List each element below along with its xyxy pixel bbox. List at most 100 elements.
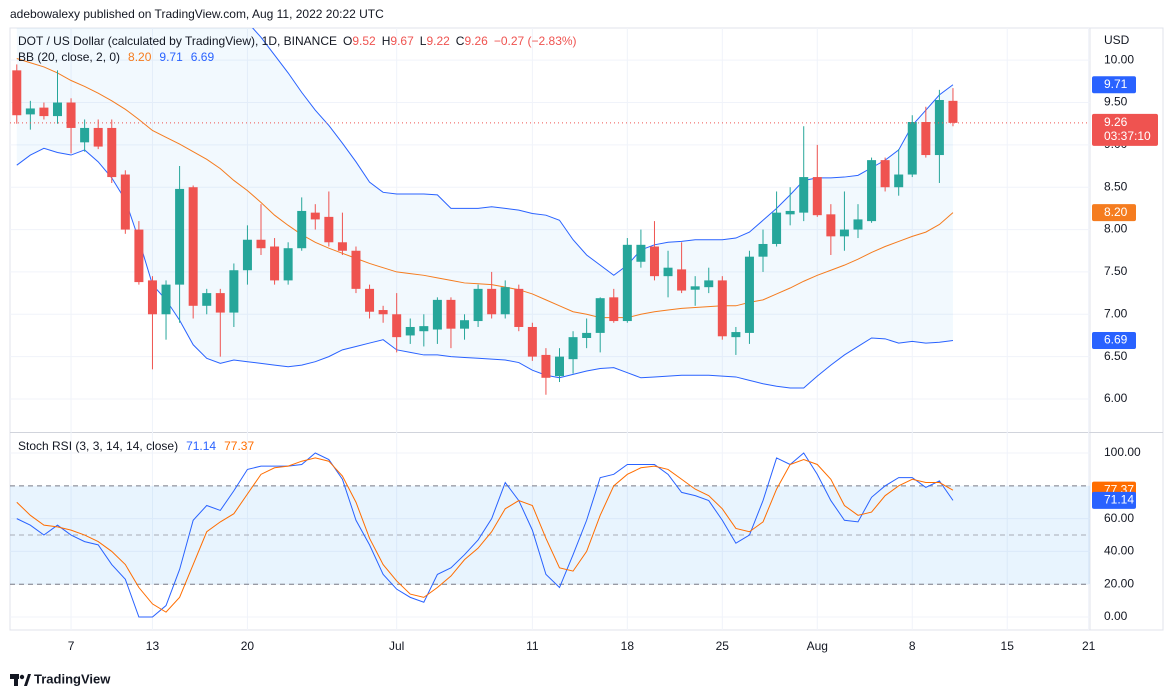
bb-line xyxy=(252,28,954,276)
candle-body xyxy=(663,267,673,277)
value-box xyxy=(1092,491,1136,509)
candle-body xyxy=(690,286,700,290)
candle-body xyxy=(378,310,388,315)
frame xyxy=(9,27,1164,631)
stoch-line xyxy=(16,452,954,618)
candle-body xyxy=(826,214,836,237)
candle-body xyxy=(446,299,456,329)
candle-body xyxy=(297,210,307,249)
x-tick-label: 11 xyxy=(526,639,539,653)
candle-body xyxy=(853,219,863,230)
candle-body xyxy=(432,299,442,330)
candle-body xyxy=(677,269,687,291)
candle-body xyxy=(934,99,944,156)
y-tick-label: 7.50 xyxy=(1104,264,1128,278)
footer-logo: TradingView xyxy=(10,671,111,686)
y-tick-label: 40.00 xyxy=(1104,544,1134,558)
footer-brand: TradingView xyxy=(34,671,111,686)
candle-body xyxy=(66,102,76,128)
y-tick-label: 100.00 xyxy=(1104,445,1141,459)
candle-body xyxy=(392,314,402,338)
y-tick-label: 0.00 xyxy=(1104,609,1128,623)
candle-body xyxy=(717,280,727,337)
candle-body xyxy=(704,280,714,288)
value-box-label: 9.71 xyxy=(1104,77,1128,91)
countdown-label: 03:37:10 xyxy=(1104,129,1151,143)
candle-body xyxy=(419,326,429,332)
candle-body xyxy=(134,229,144,283)
x-tick-label: 21 xyxy=(1082,639,1096,653)
value-box xyxy=(1092,76,1136,94)
legend-line: Stoch RSI (3, 3, 14, 14, close) 71.14 77.3… xyxy=(18,439,254,453)
candle-body xyxy=(867,160,877,222)
x-tick-label: 25 xyxy=(716,639,730,653)
candle-body xyxy=(582,332,592,338)
legend-value: 9.71 xyxy=(159,50,183,64)
value-box xyxy=(1092,204,1136,222)
candle-body xyxy=(25,108,35,115)
candle-body xyxy=(595,298,605,333)
value-box-label: 6.69 xyxy=(1104,333,1128,347)
y-tick-label: 20.00 xyxy=(1104,576,1134,590)
legend-value: 77.37 xyxy=(224,439,254,453)
legend-line: DOT / US Dollar (calculated by TradingVi… xyxy=(18,34,577,48)
legend-value: 8.20 xyxy=(128,50,152,64)
candle-body xyxy=(527,326,537,357)
y-tick-label: 6.00 xyxy=(1104,391,1128,405)
logo-mark xyxy=(14,674,18,686)
y-tick-label: 7.00 xyxy=(1104,306,1128,320)
ohlc-value: 9.67 xyxy=(390,34,414,48)
x-tick-label: 7 xyxy=(68,639,75,653)
value-box xyxy=(1092,332,1136,350)
legend: DOT / US Dollar (calculated by TradingVi… xyxy=(18,34,577,453)
candle-body xyxy=(500,287,510,315)
candle-body xyxy=(256,239,266,249)
candle-body xyxy=(337,242,347,251)
candle-body xyxy=(80,127,90,143)
candle-body xyxy=(107,127,117,178)
value-box-label: 8.20 xyxy=(1104,205,1128,219)
x-tick-label: Jul xyxy=(389,639,404,653)
value-box xyxy=(1092,113,1158,146)
candle-body xyxy=(161,284,171,315)
x-tick-label: 13 xyxy=(146,639,160,653)
candle-body xyxy=(921,122,931,156)
candle-body xyxy=(785,210,795,215)
candle-body xyxy=(52,102,62,117)
candle-body xyxy=(310,212,320,220)
legend-value: 71.14 xyxy=(186,439,216,453)
x-tick-label: 20 xyxy=(241,639,255,653)
candle-body xyxy=(514,288,524,327)
candle-body xyxy=(270,246,280,281)
candle-body xyxy=(120,174,130,230)
candle-body xyxy=(622,244,632,322)
x-tick-label: 15 xyxy=(1001,639,1015,653)
candle-body xyxy=(202,293,212,306)
candle-body xyxy=(758,243,768,257)
candle-body xyxy=(39,107,49,117)
y-tick-label: 10.00 xyxy=(1104,52,1134,66)
candle-body xyxy=(487,288,497,315)
candle-body xyxy=(880,160,890,188)
x-tick-label: 8 xyxy=(909,639,916,653)
candle-body xyxy=(839,229,849,237)
value-box-label: 71.14 xyxy=(1104,493,1134,507)
candle-body xyxy=(907,122,917,175)
x-tick-label: Aug xyxy=(807,639,828,653)
bb-line xyxy=(16,58,954,319)
ohlc-label: C xyxy=(456,34,465,48)
stoch-pane xyxy=(10,452,1090,618)
candle-body xyxy=(215,293,225,313)
y-tick-label: 9.50 xyxy=(1104,95,1128,109)
candle-body xyxy=(772,212,782,244)
candle-body xyxy=(229,270,239,313)
candle-body xyxy=(188,187,198,306)
legend-value: 6.69 xyxy=(191,50,215,64)
legend-line: BB (20, close, 2, 0) 8.20 9.71 6.69 xyxy=(18,50,214,64)
y-tick-label: 8.00 xyxy=(1104,222,1128,236)
logo-mark xyxy=(24,674,31,686)
ohlc-label: O xyxy=(343,34,352,48)
